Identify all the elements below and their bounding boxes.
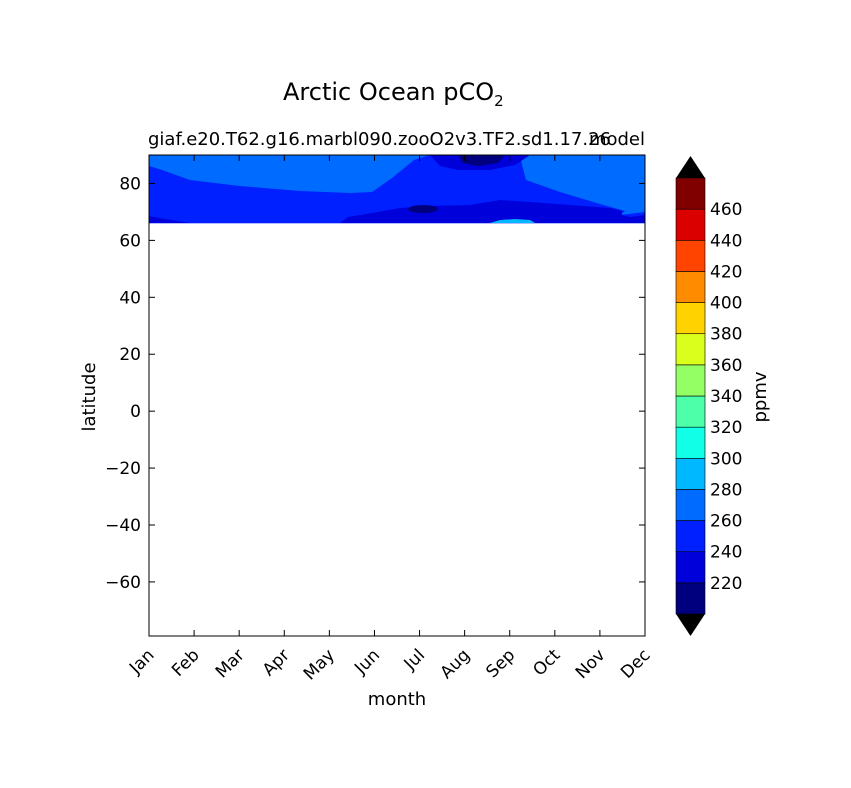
colorbar-segment <box>675 239 706 272</box>
x-tick-label: Dec <box>617 645 654 682</box>
colorbar-tick-label: 340 <box>710 387 742 407</box>
colorbar-tick-label: 420 <box>710 262 742 282</box>
y-tick-label: 0 <box>130 402 141 422</box>
colorbar-segment <box>675 582 706 615</box>
plot-frame <box>148 154 646 637</box>
y-tick-label: 60 <box>119 231 141 251</box>
colorbar-segment <box>675 333 706 366</box>
chart-title-subscript: 2 <box>494 92 504 110</box>
colorbar-tick-label: 300 <box>710 449 742 469</box>
colorbar-tick-label: 220 <box>710 574 742 594</box>
x-tick-label: Aug <box>437 645 475 683</box>
colorbar-tick-label: 400 <box>710 294 742 314</box>
colorbar-tick-label: 260 <box>710 512 742 532</box>
colorbar-segment <box>675 520 706 553</box>
x-tick-label: Jun <box>350 645 384 679</box>
x-axis-label: month <box>368 689 426 710</box>
chart-subtitle-right: model <box>589 129 645 150</box>
chart-title: Arctic Ocean pCO2 <box>283 78 504 110</box>
colorbar-segment <box>675 302 706 335</box>
chart-subtitle-left: giaf.e20.T62.g16.marbl090.zooO2v3.TF2.sd… <box>148 129 611 150</box>
region-260-left <box>149 155 430 193</box>
colorbar-tick-label: 280 <box>710 480 742 500</box>
x-tick-label: Apr <box>259 645 294 680</box>
region-200-top <box>458 155 505 166</box>
colorbar-tick-label: 460 <box>710 200 742 220</box>
x-tick-label: Mar <box>212 645 249 682</box>
colorbar-segment <box>675 426 706 459</box>
x-tick-label: Nov <box>572 645 610 683</box>
colorbar-tick-label: 440 <box>710 231 742 251</box>
colorbar-tick-label: 360 <box>710 356 742 376</box>
colorbar-tick-label: 320 <box>710 418 742 438</box>
y-tick-label: 20 <box>119 345 141 365</box>
region-280-patch <box>490 219 535 223</box>
x-tick-label: May <box>300 645 339 684</box>
x-tick-label: Jan <box>125 645 158 678</box>
y-axis-label: latitude <box>79 362 100 431</box>
y-tick-label: −60 <box>105 573 141 593</box>
y-tick-label: −40 <box>105 516 141 536</box>
region-220-bottom <box>340 200 645 223</box>
colorbar-segment <box>675 395 706 428</box>
x-tick-label: Jul <box>400 645 429 674</box>
colorbar-segment <box>675 177 706 210</box>
colorbar-tick-label: 380 <box>710 325 742 345</box>
colorbar-segment <box>675 364 706 397</box>
colorbar-segment <box>675 208 706 241</box>
y-axis-ticks: 80 60 40 20 0 −20 −40 −60 <box>105 174 645 593</box>
plot-background <box>149 155 645 636</box>
region-220-left <box>149 216 190 223</box>
colorbar-segment <box>675 489 706 521</box>
x-tick-label: Feb <box>168 645 203 680</box>
colorbar: 220 240 260 280 300 320 340 360 380 400 420 440 460 <box>675 156 742 636</box>
x-tick-label: Oct <box>529 645 564 680</box>
colorbar-segment <box>675 551 706 584</box>
colorbar-tick-label: 240 <box>710 543 742 563</box>
region-260-right <box>520 155 645 215</box>
colorbar-extend-over <box>676 156 705 178</box>
heatmap-data <box>149 155 645 224</box>
colorbar-segment <box>675 271 706 303</box>
colorbar-segment <box>675 457 706 490</box>
colorbar-label: ppmv <box>750 371 771 422</box>
colorbar-extend-under <box>676 614 705 636</box>
y-tick-label: 80 <box>119 174 141 194</box>
y-tick-label: 40 <box>119 288 141 308</box>
region-200-mid <box>408 205 438 213</box>
y-tick-label: −20 <box>105 459 141 479</box>
x-tick-label: Sep <box>482 645 519 682</box>
